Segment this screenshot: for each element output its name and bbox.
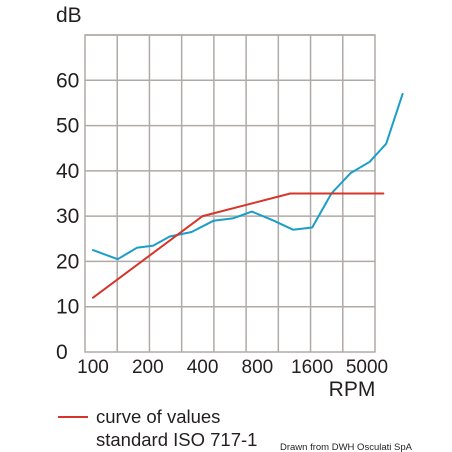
y-tick-label: 0 [56,341,68,364]
y-tick-label: 40 [56,160,79,183]
x-axis-label: RPM [329,378,376,401]
x-tick-label: 100 [77,357,109,378]
x-tick-label: 1600 [291,357,333,378]
y-axis-ticks: 0 10 20 30 40 50 60 [56,69,79,364]
series-layer [92,92,404,299]
legend-text-line1: curve of values [96,406,220,427]
legend-text-line2: standard ISO 717-1 [96,429,257,450]
series-line-measured [92,92,404,261]
x-tick-label: 5000 [346,357,388,378]
y-tick-label: 60 [56,69,79,92]
series-line-iso-717-1 [92,192,385,299]
credit-text: Drawn from DWH Osculati SpA [280,442,413,452]
y-tick-label: 20 [56,250,79,273]
x-tick-label: 400 [187,357,219,378]
y-tick-label: 30 [56,205,79,228]
x-tick-label: 800 [242,357,274,378]
y-tick-label: 10 [56,296,79,319]
y-tick-label: 50 [56,115,79,138]
x-axis-ticks: 100 200 400 800 1600 5000 [77,357,388,378]
x-tick-label: 200 [132,357,164,378]
y-axis-label: dB [56,4,82,27]
